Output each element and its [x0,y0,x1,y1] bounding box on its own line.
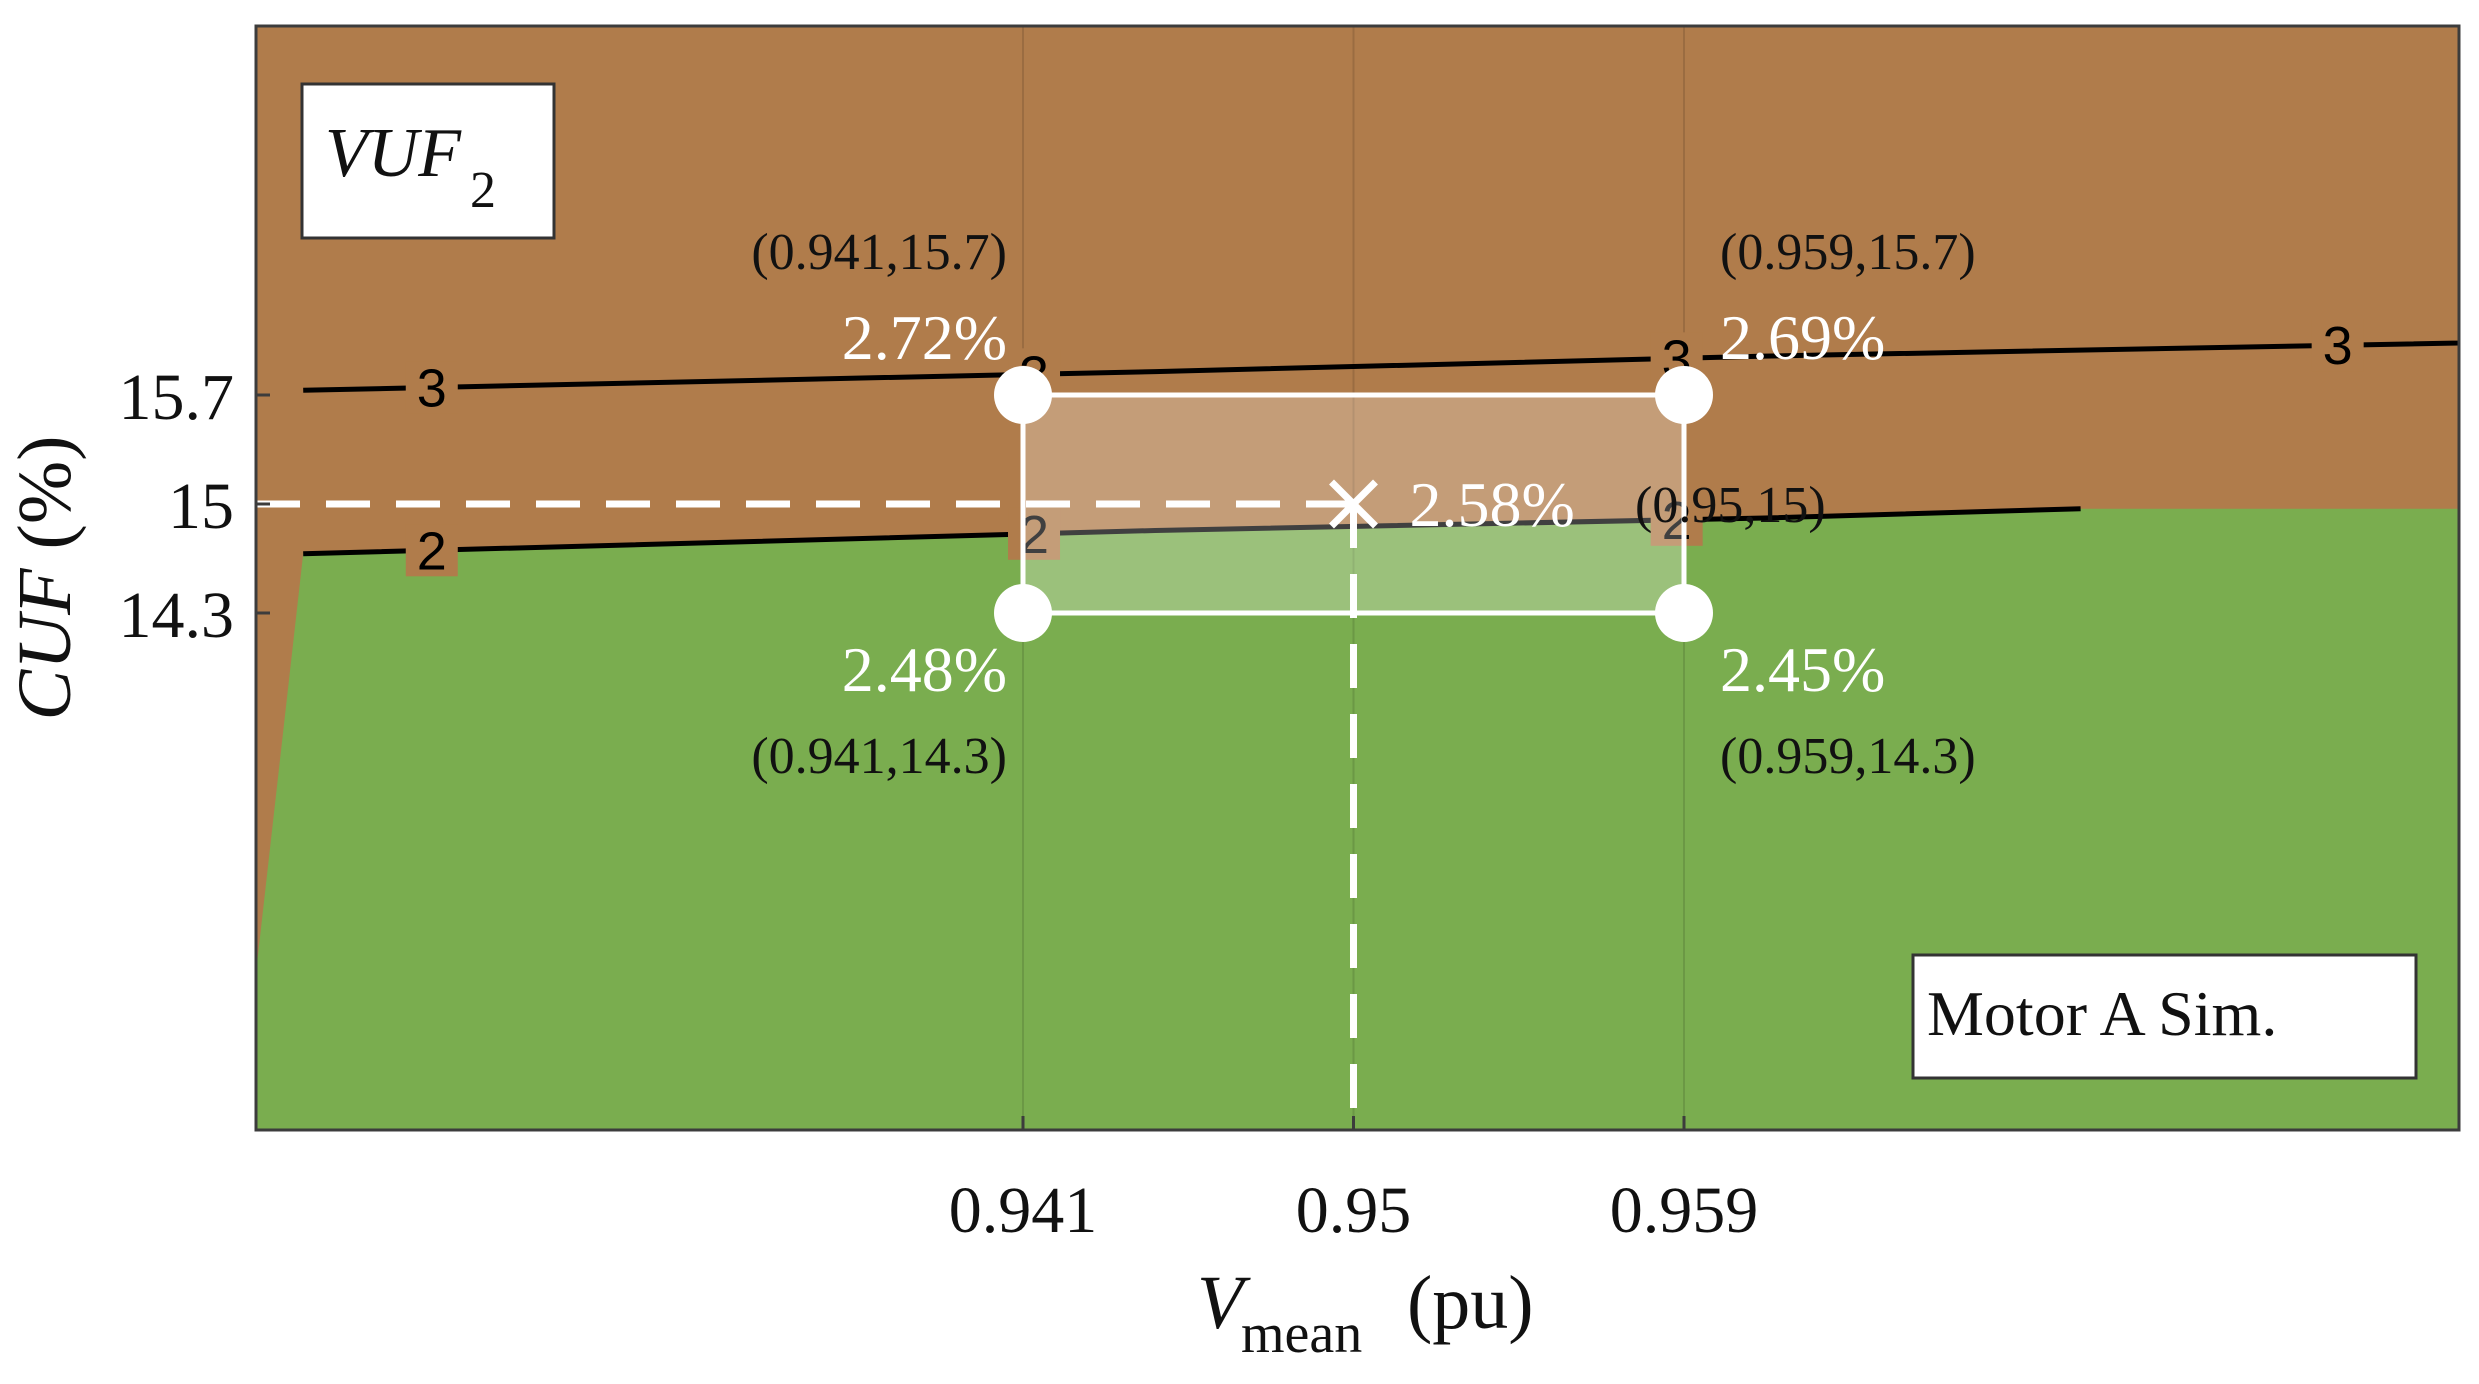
x-tick-label: 0.959 [1610,1174,1759,1247]
svg-text:CUF (%): CUF (%) [3,436,87,721]
nominal-coord-label: (0.95,15) [1635,477,1826,534]
xlabel-subscript: mean [1241,1303,1362,1365]
contour-line-3 [303,340,2459,393]
corner-marker [994,366,1052,424]
x-axis-label: V mean (pu) [1197,1261,1534,1365]
annotation-text: Motor A Sim. [1927,978,2277,1049]
nominal-value-label: 2.58% [1410,469,1575,540]
corner-coord-label: (0.959,14.3) [1720,728,1976,785]
contour-label-2: 2 [1662,491,1692,551]
annotation-box: Motor A Sim. [1911,953,2418,1080]
svg-text:VUF: VUF [325,115,462,192]
contour-label-3: 3 [417,359,447,419]
contour-label-2: 2 [417,521,447,581]
corner-marker [1655,584,1713,642]
corner-value-label: 2.72% [842,302,1007,373]
y-tick-label: 15 [168,470,234,543]
x-tick-label: 0.941 [949,1174,1098,1247]
contour-label-bg [1008,507,1061,560]
ylabel-main: CUF [3,567,87,721]
y-axis-label: CUF (%) [3,436,87,721]
plot-frame [254,24,2461,1132]
corner-coord-label: (0.941,15.7) [751,224,1007,281]
corner-coord-label: (0.959,15.7) [1720,224,1976,281]
xlabel-unit: (pu) [1388,1261,1534,1345]
corner-coord-label: (0.941,14.3) [751,728,1007,785]
y-tick-label: 15.7 [119,361,235,434]
xlabel-main: V [1197,1261,1251,1345]
contour-label-bg [405,524,458,577]
region-below-2 [256,508,2459,1130]
legend-main: VUF [325,115,462,192]
axes: 0.941 0.95 0.959 14.3 15 15.7 [119,361,1759,1247]
ylabel-unit: (%) [3,436,87,569]
contour-label-bg [2311,319,2364,372]
y-tick-label: 14.3 [119,579,235,652]
contour-line-2 [303,506,2081,557]
corner-value-label: 2.48% [842,634,1007,705]
x-tick-label: 0.95 [1296,1174,1412,1247]
corner-value-label: 2.45% [1720,634,1885,705]
corner-marker [994,584,1052,642]
corner-value-label: 2.69% [1720,302,1885,373]
legend-box: VUF 2 [300,82,556,240]
plot-area: 2223333 [256,26,2459,1130]
svg-text:2: 2 [470,162,496,219]
legend-subscript: 2 [470,162,496,219]
contour-label-bg [1650,493,1703,546]
nominal-marker-stroke-b [1329,479,1378,529]
contour-label-bg [405,361,458,414]
contour-label-3: 3 [2323,316,2353,376]
nominal-overlay: 2.72% (0.941,15.7) 2.69% (0.959,15.7) 2.48% (… [256,224,1976,1130]
corner-marker [1655,366,1713,424]
